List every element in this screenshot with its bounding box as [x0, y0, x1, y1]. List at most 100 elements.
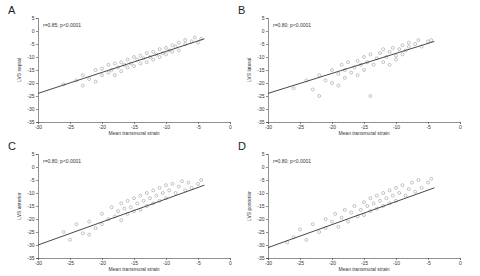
tick-label: 0 [229, 124, 232, 130]
tick-mark [266, 193, 268, 194]
data-point [69, 238, 72, 241]
data-point [193, 36, 196, 39]
tick-mark [266, 232, 268, 233]
tick-label: -20 [329, 124, 336, 130]
data-point [184, 39, 187, 42]
tick-label: -5 [260, 41, 265, 47]
tick-label: -20 [27, 216, 34, 222]
data-point [113, 74, 116, 77]
tick: -25 [67, 258, 74, 266]
tick-mark [36, 44, 38, 45]
tick: -30 [35, 122, 42, 130]
axis-line [266, 19, 269, 123]
tick: -5 [30, 41, 38, 47]
data-point [388, 189, 391, 192]
tick: -10 [257, 190, 268, 196]
tick: 5 [262, 151, 268, 157]
data-point [340, 63, 343, 66]
data-point [395, 58, 398, 61]
data-point [123, 207, 126, 210]
tick-label: -5 [30, 41, 35, 47]
tick-mark [36, 167, 38, 168]
data-point [126, 58, 129, 61]
y-axis: -35-30-25-20-15-10-505 [27, 151, 38, 261]
tick-mark [36, 180, 38, 181]
panel: -30-25-20-15-10-50-35-30-25-20-15-10-505… [8, 140, 232, 272]
data-point [350, 211, 353, 214]
data-point [62, 231, 65, 234]
data-point [120, 202, 123, 205]
data-point [401, 44, 404, 47]
y-axis-title: LVS lateral [246, 58, 252, 82]
tick-label: -30 [35, 124, 42, 130]
data-point [379, 199, 382, 202]
tick-mark [36, 31, 38, 32]
tick: -20 [257, 80, 268, 86]
data-point [398, 48, 401, 51]
data-point [145, 192, 148, 195]
data-point [177, 185, 180, 188]
regression-line [268, 41, 434, 93]
data-point [417, 39, 420, 42]
data-point [177, 41, 180, 44]
tick: -25 [297, 258, 304, 266]
data-point [75, 223, 78, 226]
data-point [375, 194, 378, 197]
data-point [133, 56, 136, 59]
x-axis-title: Mean transmural strain [338, 266, 389, 272]
data-point [120, 219, 123, 222]
tick-label: -10 [163, 260, 170, 266]
data-point [305, 238, 308, 241]
data-point [145, 52, 148, 55]
tick-label: 0 [262, 164, 265, 170]
tick-mark [266, 83, 268, 84]
data-point [395, 54, 398, 57]
tick: -5 [260, 41, 268, 47]
tick-label: -15 [257, 203, 264, 209]
tick-mark [36, 109, 38, 110]
data-point [168, 189, 171, 192]
plot-area [38, 36, 204, 93]
tick: 0 [32, 164, 38, 170]
data-point [292, 87, 295, 90]
tick-label: -30 [257, 106, 264, 112]
data-point [331, 82, 334, 85]
tick-label: 5 [32, 15, 35, 21]
tick-mark [36, 206, 38, 207]
data-point [136, 202, 139, 205]
tick-mark [36, 83, 38, 84]
tick: -10 [393, 258, 400, 266]
tick: -15 [257, 203, 268, 209]
figure: -30 -25 -20 -15 -10 -5 0 -35 -30 -25 -20 -15 -10 -5 0 5… [0, 0, 480, 276]
tick-mark [36, 70, 38, 71]
tick-mark [266, 70, 268, 71]
data-point [430, 39, 433, 42]
tick: -20 [99, 122, 106, 130]
data-point [171, 182, 174, 185]
tick-mark [36, 154, 38, 155]
tick-label: 0 [32, 164, 35, 170]
tick-mark [266, 258, 268, 259]
tick-label: -25 [297, 124, 304, 130]
data-point [366, 205, 369, 208]
data-point [142, 199, 145, 202]
tick: -30 [35, 258, 42, 266]
tick-label: 0 [32, 28, 35, 34]
regression-line [268, 188, 434, 248]
tick-label: -10 [393, 124, 400, 130]
tick: -15 [361, 258, 368, 266]
data-point [411, 181, 414, 184]
tick: -5 [30, 177, 38, 183]
tick: -35 [257, 255, 268, 261]
data-point [152, 50, 155, 53]
tick-mark [36, 18, 38, 19]
tick-mark [36, 232, 38, 233]
tick: -10 [163, 258, 170, 266]
data-point [197, 182, 200, 185]
data-point [133, 65, 136, 68]
tick: -30 [257, 242, 268, 248]
data-point [430, 177, 433, 180]
tick-mark [266, 154, 268, 155]
data-point [133, 197, 136, 200]
tick-label: -20 [99, 260, 106, 266]
